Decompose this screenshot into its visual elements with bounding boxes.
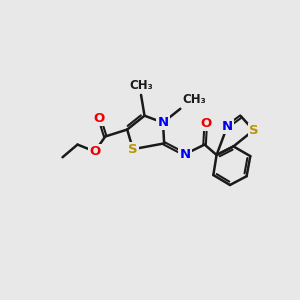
Text: S: S — [249, 124, 258, 137]
Text: O: O — [94, 112, 105, 124]
Text: O: O — [89, 145, 100, 158]
Text: N: N — [158, 116, 169, 129]
Text: N: N — [222, 120, 233, 133]
Text: N: N — [179, 148, 191, 161]
Text: S: S — [128, 143, 138, 156]
Text: CH₃: CH₃ — [129, 79, 153, 92]
Text: O: O — [200, 117, 212, 130]
Text: CH₃: CH₃ — [183, 94, 206, 106]
